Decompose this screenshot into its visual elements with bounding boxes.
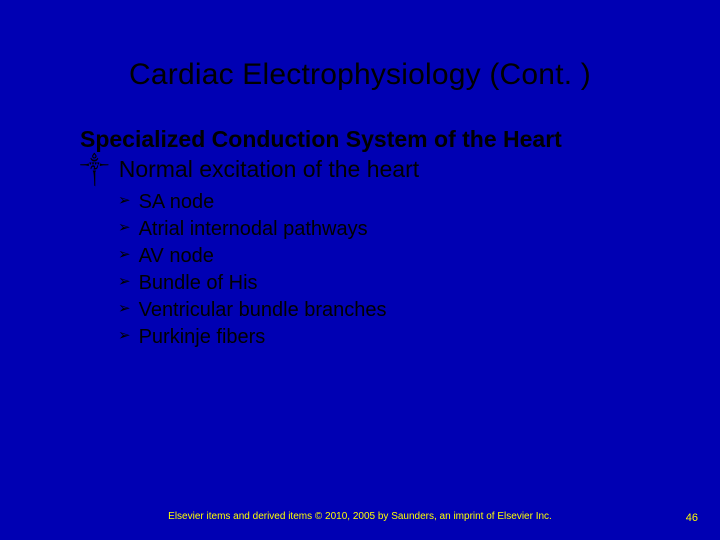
bullet-marker-l1: ༒	[80, 156, 109, 182]
content-area: Specialized Conduction System of the Hea…	[60, 126, 660, 350]
bullet-level2: ➢ Purkinje fibers	[118, 325, 660, 350]
arrow-icon: ➢	[118, 217, 131, 239]
bullet-level2: ➢ SA node	[118, 190, 660, 215]
bullet-text-l2: Purkinje fibers	[139, 325, 266, 350]
bullet-level2: ➢ Atrial internodal pathways	[118, 217, 660, 242]
bullet-text-l2: AV node	[139, 244, 214, 269]
bullet-level1: ༒ Normal excitation of the heart	[80, 156, 660, 184]
bullet-text-l2: Bundle of His	[139, 271, 258, 296]
bullet-text-l2: SA node	[139, 190, 215, 215]
bullet-level2: ➢ Ventricular bundle branches	[118, 298, 660, 323]
page-number: 46	[686, 512, 698, 524]
slide: Cardiac Electrophysiology (Cont. ) Speci…	[0, 0, 720, 540]
arrow-icon: ➢	[118, 244, 131, 266]
bullet-text-l1: Normal excitation of the heart	[119, 156, 419, 184]
arrow-icon: ➢	[118, 271, 131, 293]
bullet-level2: ➢ Bundle of His	[118, 271, 660, 296]
slide-subtitle: Specialized Conduction System of the Hea…	[80, 126, 660, 152]
arrow-icon: ➢	[118, 325, 131, 347]
slide-title: Cardiac Electrophysiology (Cont. )	[60, 58, 660, 92]
arrow-icon: ➢	[118, 190, 131, 212]
arrow-icon: ➢	[118, 298, 131, 320]
bullet-level2: ➢ AV node	[118, 244, 660, 269]
bullet-text-l2: Atrial internodal pathways	[139, 217, 368, 242]
bullet-text-l2: Ventricular bundle branches	[139, 298, 387, 323]
footer-copyright: Elsevier items and derived items © 2010,…	[0, 511, 720, 522]
bullet-level2-group: ➢ SA node ➢ Atrial internodal pathways ➢…	[80, 190, 660, 350]
